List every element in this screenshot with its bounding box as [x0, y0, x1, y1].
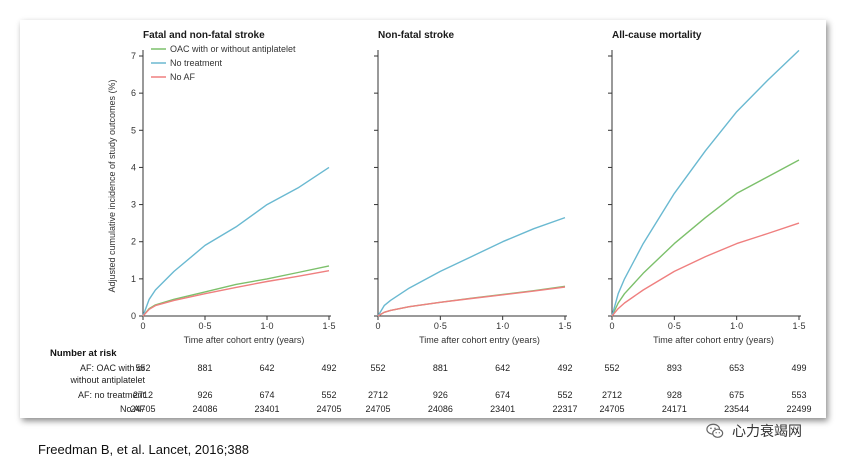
x-tick-label: 0·5 [198, 321, 211, 331]
risk-value: 23401 [254, 404, 279, 414]
x-tick-label: 1·0 [260, 321, 273, 331]
x-tick-label: 0 [140, 321, 145, 331]
risk-value: 552 [135, 363, 150, 373]
citation-text: Freedman B, et al. Lancet, 2016;388 [38, 442, 250, 457]
x-tick-label: 0·5 [434, 321, 447, 331]
panel-title-1: Fatal and non-fatal stroke [143, 30, 265, 41]
y-tick-label: 1 [131, 274, 136, 284]
risk-value: 675 [729, 390, 744, 400]
series-line-no_af [142, 270, 330, 317]
x-tick-label: 1·5 [792, 321, 805, 331]
series-line-no_treatment [611, 49, 800, 317]
risk-value: 492 [321, 363, 336, 373]
panel-title-3: All-cause mortality [612, 30, 702, 41]
wechat-icon [706, 423, 724, 438]
y-axis-label: Adjusted cumulative incidence of study o… [107, 79, 117, 292]
risk-value: 24705 [599, 404, 624, 414]
risk-value: 552 [557, 390, 572, 400]
series-line-no_treatment [142, 166, 330, 317]
risk-value: 674 [495, 390, 510, 400]
risk-row-label: AF: no treatment [78, 390, 146, 400]
risk-value: 23401 [490, 404, 515, 414]
figure-panel: Fatal and non-fatal stroke 0 1 2 3 4 5 6 7 0 0·5 1·… [20, 20, 826, 418]
x-tick-label: 0 [375, 321, 380, 331]
series-line-no_treatment [377, 216, 566, 317]
risk-value: 642 [259, 363, 274, 373]
risk-value: 499 [791, 363, 806, 373]
y-tick-label: 0 [131, 311, 136, 321]
panel-title-2: Non-fatal stroke [378, 30, 455, 41]
risk-value: 928 [667, 390, 682, 400]
x-axis-label-3: Time after cohort entry (years) [653, 335, 774, 345]
legend-entry-oac: OAC with or without antiplatelet [170, 44, 296, 54]
risk-row-label: No AF [120, 404, 146, 414]
risk-value: 2712 [368, 390, 388, 400]
series-line-oac [142, 265, 330, 317]
risk-value: 24705 [130, 404, 155, 414]
x-tick-label: 1·0 [496, 321, 509, 331]
risk-value: 881 [197, 363, 212, 373]
y-tick-label: 4 [131, 162, 136, 172]
risk-value: 23544 [724, 404, 749, 414]
risk-value: 24171 [662, 404, 687, 414]
series-line-no_af [377, 286, 566, 317]
series-line-oac [611, 159, 800, 317]
watermark-text: 心力衰竭网 [732, 424, 802, 440]
risk-value: 653 [729, 363, 744, 373]
watermark: 心力衰竭网 [706, 421, 802, 441]
x-axis-label-2: Time after cohort entry (years) [419, 335, 540, 345]
y-tick-label: 5 [131, 125, 136, 135]
number-at-risk-title: Number at risk [50, 348, 117, 359]
risk-value: 881 [433, 363, 448, 373]
risk-value: 553 [791, 390, 806, 400]
chart-figure: Fatal and non-fatal stroke 0 1 2 3 4 5 6 7 0 0·5 1·… [50, 30, 812, 414]
risk-value: 24705 [365, 404, 390, 414]
risk-value: 926 [197, 390, 212, 400]
risk-row-label: AF: OAC with or [80, 363, 145, 373]
legend-entry-no_af: No AF [170, 72, 196, 82]
x-tick-label: 0 [609, 321, 614, 331]
risk-value: 642 [495, 363, 510, 373]
risk-value: 24705 [316, 404, 341, 414]
x-tick-label: 0·5 [668, 321, 681, 331]
risk-value: 552 [321, 390, 336, 400]
legend-entry-no_treatment: No treatment [170, 58, 223, 68]
y-tick-label: 3 [131, 200, 136, 210]
x-tick-label: 1·5 [322, 321, 335, 331]
risk-row-label: without antiplatelet [69, 375, 145, 385]
risk-value: 2712 [602, 390, 622, 400]
risk-value: 552 [370, 363, 385, 373]
x-axis-label-1: Time after cohort entry (years) [184, 335, 305, 345]
risk-value: 926 [433, 390, 448, 400]
x-tick-label: 1·0 [730, 321, 743, 331]
x-tick-label: 1·5 [558, 321, 571, 331]
risk-value: 492 [557, 363, 572, 373]
y-tick-label: 7 [131, 51, 136, 61]
risk-value: 24086 [428, 404, 453, 414]
series-line-no_af [611, 222, 800, 317]
risk-value: 552 [604, 363, 619, 373]
y-tick-label: 2 [131, 237, 136, 247]
y-tick-label: 6 [131, 88, 136, 98]
risk-value: 893 [667, 363, 682, 373]
risk-value: 22317 [552, 404, 577, 414]
risk-value: 24086 [192, 404, 217, 414]
risk-value: 674 [259, 390, 274, 400]
risk-value: 22499 [786, 404, 811, 414]
risk-value: 2712 [133, 390, 153, 400]
